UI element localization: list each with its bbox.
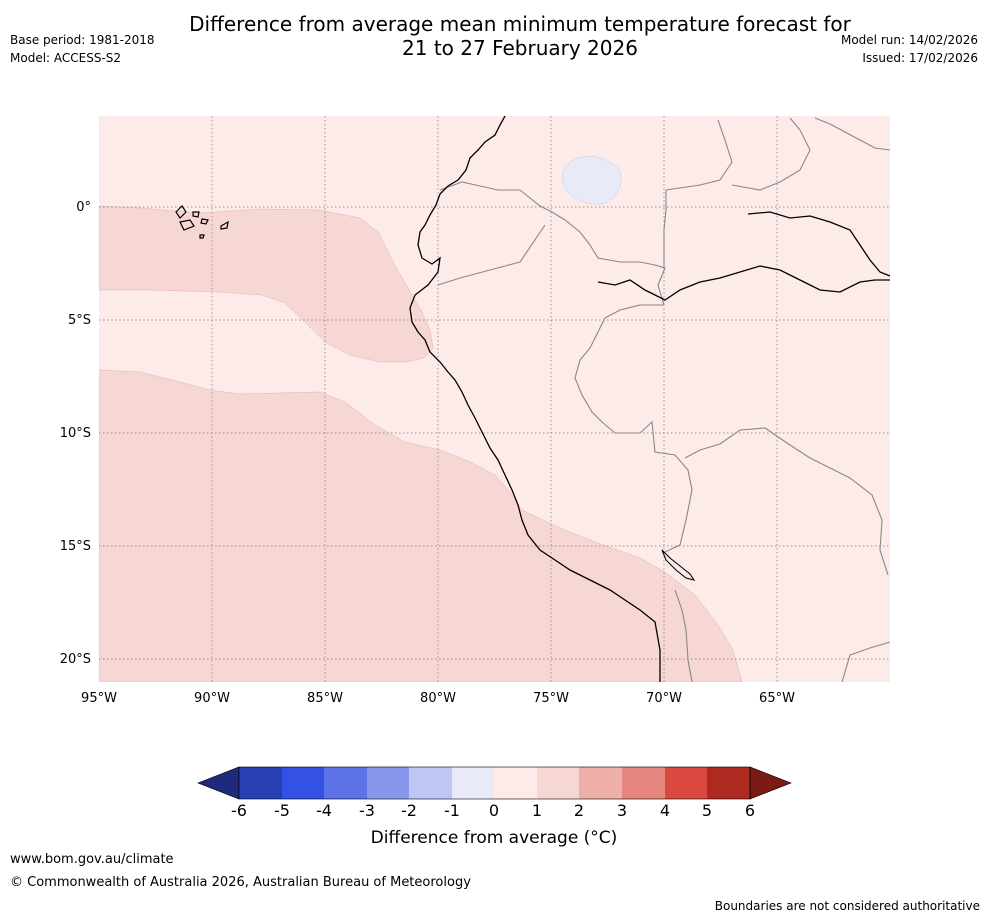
cb-label-m5: -5 (274, 801, 290, 820)
colorbar-bin-3 (324, 767, 367, 799)
colorbar-bin-5 (409, 767, 452, 799)
colorbar: -6 -5 -4 -3 -2 -1 0 1 2 3 4 5 6 (197, 766, 792, 820)
cb-label-m2: -2 (401, 801, 417, 820)
colorbar-bin-6 (452, 767, 494, 799)
cb-label-5: 5 (702, 801, 712, 820)
cb-label-m6: -6 (231, 801, 247, 820)
lat-label-5s: 5°S (68, 313, 91, 328)
galapagos-islands (175, 205, 229, 239)
disclaimer: Boundaries are not considered authoritat… (714, 899, 980, 913)
lon-label-80w: 80°W (420, 691, 456, 706)
cb-label-6: 6 (745, 801, 755, 820)
lake-titicaca (661, 549, 696, 581)
cb-label-0: 0 (489, 801, 499, 820)
cb-label-3: 3 (617, 801, 627, 820)
map-panel (99, 116, 890, 682)
model-run: Model run: 14/02/2026 (840, 33, 978, 47)
lat-label-20s: 20°S (60, 652, 91, 667)
lon-label-85w: 85°W (307, 691, 343, 706)
model-name: Model: ACCESS-S2 (10, 51, 122, 65)
colorbar-labels: -6 -5 -4 -3 -2 -1 0 1 2 3 4 5 6 (231, 801, 755, 820)
cb-label-m3: -3 (359, 801, 375, 820)
anomaly-1-2-south-ocean (99, 369, 743, 682)
colorbar-frame (238, 766, 751, 800)
lat-label-0: 0° (76, 200, 91, 215)
lat-label-10s: 10°S (60, 426, 91, 441)
cb-label-m4: -4 (316, 801, 332, 820)
longitude-labels: 95°W 90°W 85°W 80°W 75°W 70°W 65°W (81, 691, 795, 706)
lon-label-70w: 70°W (646, 691, 682, 706)
lon-label-95w: 95°W (81, 691, 117, 706)
lat-label-15s: 15°S (60, 539, 91, 554)
base-period: Base period: 1981-2018 (10, 33, 155, 47)
colorbar-extend-low (197, 766, 240, 800)
colorbar-bin-2 (282, 767, 324, 799)
issued-date: Issued: 17/02/2026 (862, 51, 978, 65)
colorbar-bin-7 (494, 767, 537, 799)
cb-label-1: 1 (532, 801, 542, 820)
cb-label-4: 4 (660, 801, 670, 820)
colorbar-bin-4 (367, 767, 409, 799)
website-link[interactable]: www.bom.gov.au/climate (10, 852, 174, 867)
coastline (409, 116, 890, 682)
colorbar-bin-8 (537, 767, 579, 799)
colorbar-bin-11 (665, 767, 707, 799)
lon-label-65w: 65°W (759, 691, 795, 706)
lon-label-75w: 75°W (533, 691, 569, 706)
title-line-2: 21 to 27 February 2026 (402, 36, 638, 60)
colorbar-extend-high (749, 766, 792, 800)
anomaly-neg-lake (562, 156, 622, 205)
colorbar-bin-9 (579, 767, 622, 799)
title-line-1: Difference from average mean minimum tem… (189, 12, 851, 36)
colorbar-title: Difference from average (°C) (370, 828, 618, 848)
colorbar-bin-10 (622, 767, 665, 799)
meta-left: Base period: 1981-2018 Model: ACCESS-S2 (10, 31, 155, 67)
colorbar-bin-12 (707, 767, 750, 799)
cb-label-2: 2 (574, 801, 584, 820)
colorbar-bin-1 (239, 767, 282, 799)
latitude-labels: 0° 5°S 10°S 15°S 20°S (60, 200, 91, 667)
national-borders (437, 117, 890, 682)
chart-title: Difference from average mean minimum tem… (150, 12, 890, 60)
anomaly-1-2-north-ocean (99, 205, 434, 363)
copyright: © Commonwealth of Australia 2026, Austra… (10, 875, 471, 890)
lon-label-90w: 90°W (194, 691, 230, 706)
cb-label-m1: -1 (444, 801, 460, 820)
meta-right: Model run: 14/02/2026 Issued: 17/02/2026 (841, 31, 978, 67)
